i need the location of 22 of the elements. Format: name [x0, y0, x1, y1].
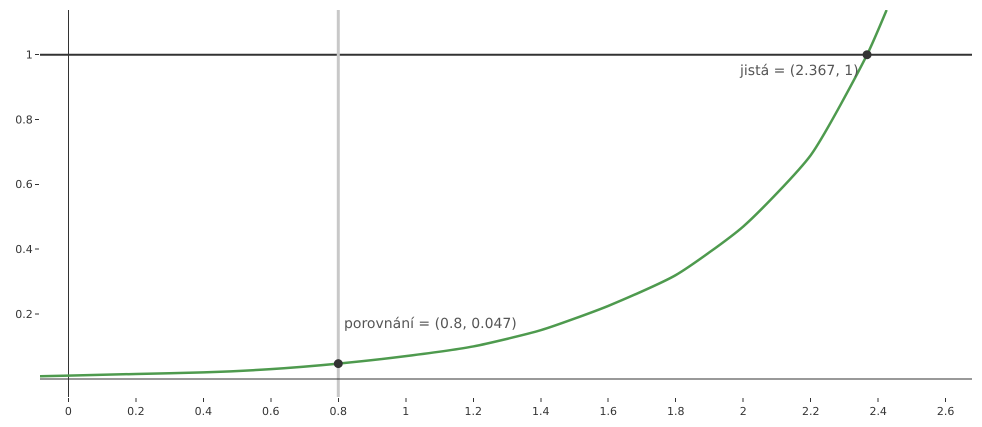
- x-tick-label: 2.4: [869, 405, 887, 418]
- y-tick-label: 0.8: [15, 113, 33, 126]
- x-tick-label: 0.4: [194, 405, 212, 418]
- y-tick-label: 1: [26, 48, 33, 62]
- y-tick-label: 0.4: [15, 243, 33, 256]
- x-tick-label: 1.6: [599, 405, 617, 418]
- y-tick-label: 0.2: [15, 308, 33, 321]
- x-tick-label: 2: [740, 405, 747, 418]
- line-series: [40, 10, 888, 378]
- x-tick-label: 0: [64, 405, 72, 418]
- x-tick-label: 1.2: [464, 405, 482, 418]
- x-tick-label: 0.8: [330, 405, 348, 418]
- x-tick-label: 0.6: [262, 405, 280, 418]
- annotation: porovnání = (0.8, 0.047): [344, 316, 517, 332]
- x-tick-label: 1.8: [666, 405, 684, 418]
- x-tick-label: 1.4: [532, 405, 550, 418]
- x-tick-label: 1: [402, 405, 410, 418]
- annotation: jistá = (2.367, 1): [739, 63, 859, 79]
- x-tick-label: 0.2: [127, 405, 145, 418]
- x-tick-label: 2.2: [802, 405, 820, 418]
- y-tick-label: 0.6: [15, 178, 33, 192]
- x-tick-label: 2.6: [936, 405, 954, 418]
